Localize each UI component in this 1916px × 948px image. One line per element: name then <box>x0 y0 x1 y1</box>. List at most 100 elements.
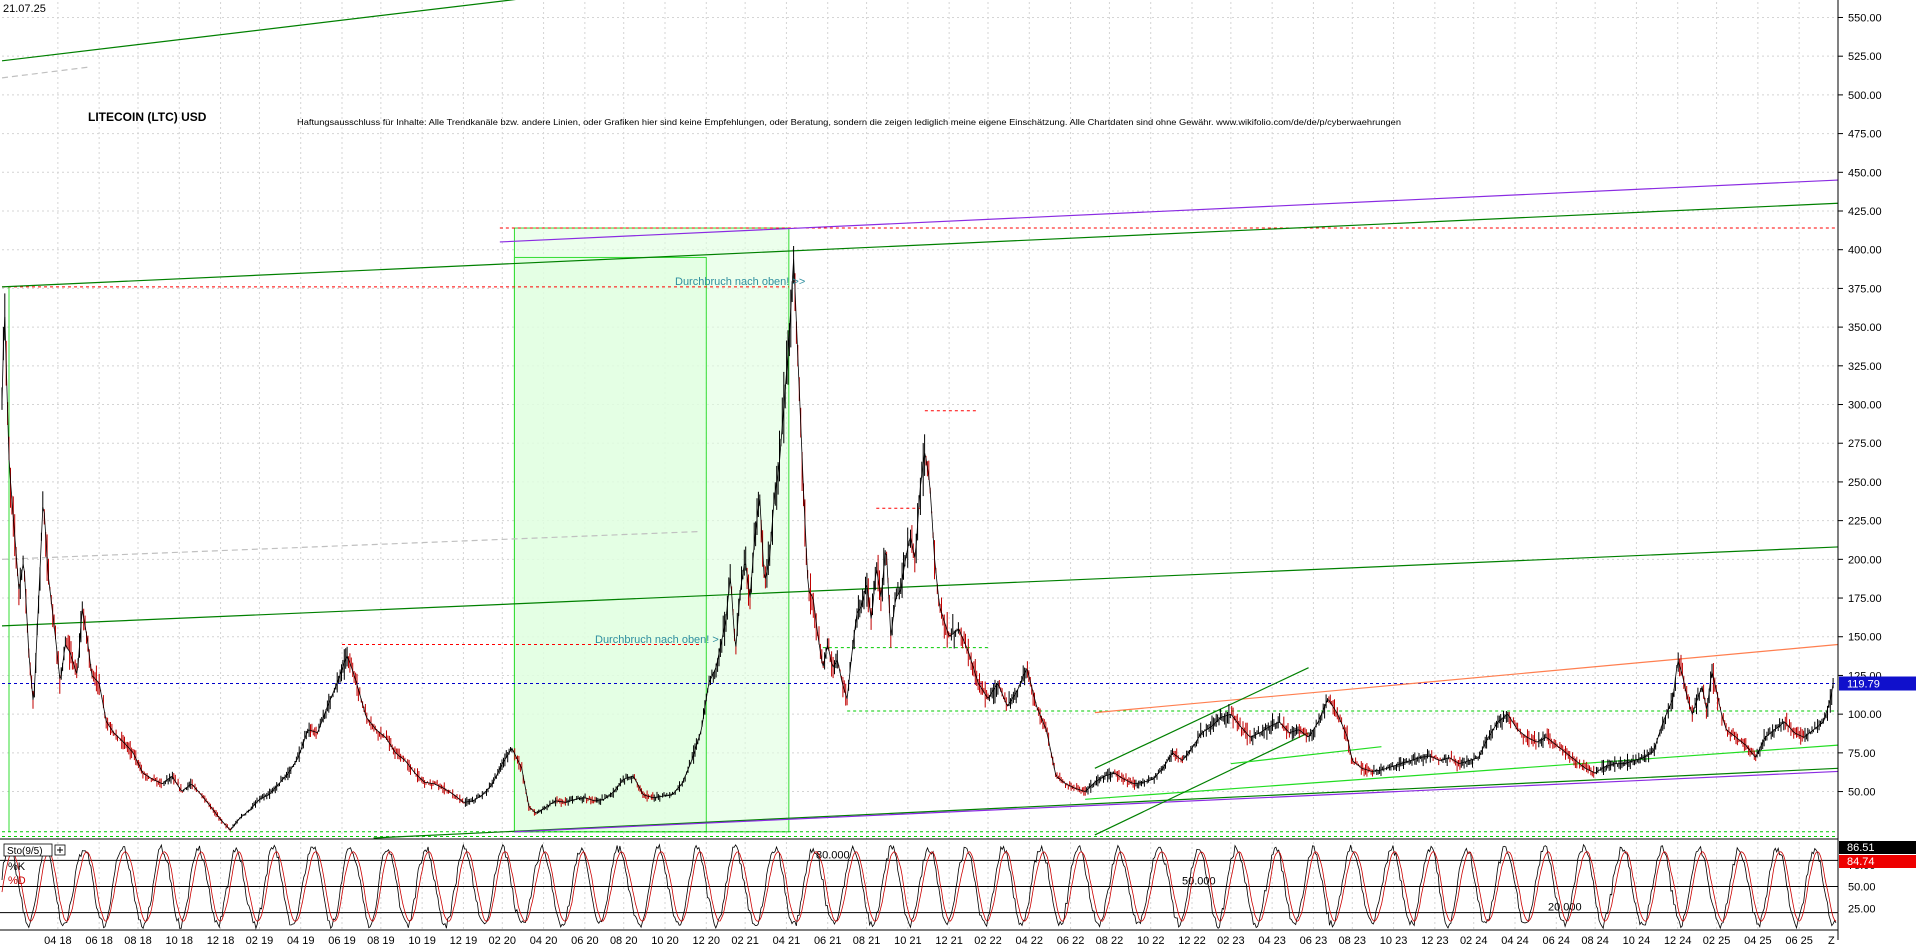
upper-channel-green <box>1 202 1839 288</box>
grey-dashed-middle <box>1 530 702 560</box>
resistance-orange <box>1094 643 1839 714</box>
stoch-level-label: 20.000 <box>1548 902 1582 914</box>
y-tick-label: 425.00 <box>1848 206 1882 218</box>
y-tick-label: 450.00 <box>1848 167 1882 179</box>
x-tick-label: 06 23 <box>1300 935 1328 947</box>
x-tick-label: 04 24 <box>1501 935 1529 947</box>
grid <box>2 2 1838 930</box>
y-tick-label: 550.00 <box>1848 12 1882 24</box>
annotation-breakout-upper: Durchbruch nach oben! >> <box>675 276 805 288</box>
x-tick-label: 12 18 <box>207 935 235 947</box>
stoch-k-line <box>1 843 1837 930</box>
x-tick-label: 10 24 <box>1623 935 1651 947</box>
x-tick-label: 04 23 <box>1258 935 1286 947</box>
x-tick-label: 06 21 <box>814 935 842 947</box>
x-tick-label: 12 23 <box>1421 935 1449 947</box>
y-tick-label: 150.00 <box>1848 632 1882 644</box>
x-tick-label: 12 20 <box>693 935 721 947</box>
middle-channel-green <box>1 546 1839 627</box>
x-tick-label: 02 25 <box>1703 935 1731 947</box>
x-tick-label: 08 19 <box>367 935 395 947</box>
y-tick-label: 100.00 <box>1848 709 1882 721</box>
stoch-d-line <box>1 851 1837 922</box>
x-tick-label: 06 22 <box>1057 935 1085 947</box>
lower-channel-green <box>373 767 1839 839</box>
stoch-label-box <box>3 843 53 857</box>
stochastic-panel: 80.00050.00020.00025.0050.0075.0086.5184… <box>0 841 1916 930</box>
x-tick-label: 06 24 <box>1543 935 1571 947</box>
x-tick-label: 02 19 <box>246 935 274 947</box>
x-axis: 04 18 06 18 08 18 10 18 12 18 02 19 04 19 06 19… <box>44 935 1835 947</box>
stoch-tick-label: 25.00 <box>1848 903 1876 915</box>
stoch-label: Sto(9/5) <box>7 846 43 857</box>
x-tick-label: 08 18 <box>124 935 152 947</box>
stoch-d-badge <box>1839 855 1916 868</box>
x-tick-label: 02 21 <box>731 935 759 947</box>
price-line <box>1 259 1834 831</box>
y-tick-label: 200.00 <box>1848 554 1882 566</box>
x-tick-label: 10 21 <box>894 935 922 947</box>
upper-channel-purple <box>499 179 1839 243</box>
x-tick-label: 06 19 <box>328 935 356 947</box>
current-price-label: 119.79 <box>1847 679 1880 691</box>
shaded-boxes <box>8 227 790 833</box>
y-tick-label: 50.00 <box>1848 787 1876 799</box>
date-label: 21.07.25 <box>3 3 46 15</box>
support-lightgreen <box>1085 744 1839 800</box>
stoch-d-value: 84.74 <box>1847 856 1875 868</box>
y-tick-label: 400.00 <box>1848 245 1882 257</box>
lower-channel-purple <box>514 770 1839 833</box>
x-tick-label: 12 19 <box>450 935 478 947</box>
stoch-tick-label: 50.00 <box>1848 882 1876 894</box>
x-tick-label: 06 18 <box>85 935 113 947</box>
stoch-k-value: 86.51 <box>1847 842 1875 854</box>
stoch-d-label: %D <box>8 875 26 887</box>
x-tick-label: 04 25 <box>1744 935 1772 947</box>
x-tick-label: 08 20 <box>610 935 638 947</box>
steep-channel-green-2 <box>1094 732 1309 836</box>
stoch-k-badge <box>1839 841 1916 854</box>
x-tick-label: 08 23 <box>1339 935 1367 947</box>
x-tick-label: 02 22 <box>974 935 1002 947</box>
y-tick-label: 250.00 <box>1848 477 1882 489</box>
steep-channel-green-1 <box>1094 667 1309 769</box>
y-tick-label: 500.00 <box>1848 90 1882 102</box>
horizontal-levels <box>2 227 1838 837</box>
trendlines <box>1 0 1839 839</box>
disclaimer-text: Haftungsausschluss für Inhalte: Alle Tre… <box>297 117 1401 127</box>
x-tick-label: 02 24 <box>1460 935 1488 947</box>
chart-title: LITECOIN (LTC) USD <box>88 110 207 124</box>
y-tick-label: 75.00 <box>1848 748 1876 760</box>
consolidation-box-inner <box>513 256 707 833</box>
y-tick-label: 300.00 <box>1848 400 1882 412</box>
x-tick-label: 02 23 <box>1217 935 1245 947</box>
x-tick-label: 06 20 <box>571 935 599 947</box>
x-tick-label: 12 22 <box>1178 935 1206 947</box>
x-tick-label: 08 24 <box>1581 935 1609 947</box>
x-axis-end-label: Z <box>1828 935 1835 947</box>
channel-lightgreen-short <box>1230 746 1382 765</box>
y-tick-label: 325.00 <box>1848 361 1882 373</box>
y-tick-label: 175.00 <box>1848 593 1882 605</box>
annotation-breakout-lower: Durchbruch nach oben! > <box>595 634 719 646</box>
grey-dashed-upper <box>1 66 90 79</box>
x-tick-label: 10 18 <box>166 935 194 947</box>
price-series <box>1 246 1834 832</box>
stoch-level-label: 80.000 <box>816 849 850 861</box>
x-tick-label: 04 19 <box>287 935 315 947</box>
top-channel-green <box>1 0 516 62</box>
x-tick-label: 10 20 <box>651 935 679 947</box>
stoch-k-label: %K <box>8 861 26 873</box>
x-tick-label: 10 23 <box>1380 935 1408 947</box>
x-tick-label: 04 21 <box>773 935 801 947</box>
current-price-badge <box>1839 676 1916 691</box>
x-tick-label: 08 22 <box>1096 935 1124 947</box>
x-tick-label: 04 22 <box>1016 935 1044 947</box>
x-tick-label: 04 20 <box>530 935 558 947</box>
y-tick-label: 350.00 <box>1848 322 1882 334</box>
x-tick-label: 02 20 <box>489 935 517 947</box>
x-tick-label: 10 19 <box>408 935 436 947</box>
y-tick-label: 525.00 <box>1848 51 1882 63</box>
